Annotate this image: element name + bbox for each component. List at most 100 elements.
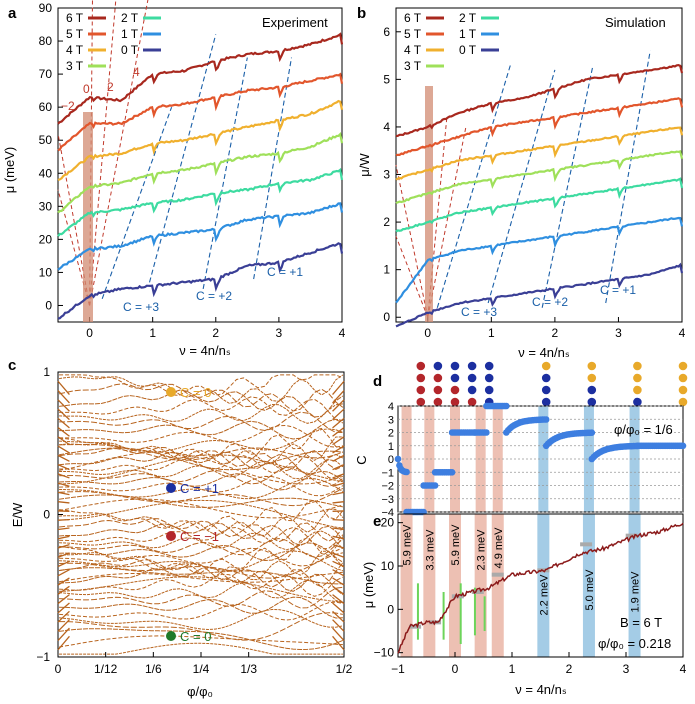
filling-dot (450, 385, 460, 395)
y-tick-label: −4 (381, 507, 394, 519)
legend-label: 0 T (121, 43, 139, 57)
band-label-c-2: C = −1 (180, 529, 219, 544)
spectrum-edge (332, 491, 345, 496)
y-tick-label: −2 (381, 481, 394, 493)
spectrum-line (59, 499, 344, 531)
spectrum-line (59, 571, 343, 583)
chern-dashed-line (253, 57, 293, 280)
gap-label: 5.9 meV (450, 524, 462, 566)
spectrum-edge (57, 482, 70, 487)
x-tick-label: 1/2 (336, 662, 353, 676)
spectrum-edge (332, 544, 345, 549)
fan-line (89, 0, 93, 306)
fan-label-a-1: 0 (83, 82, 90, 96)
y-tick-label: 4 (388, 401, 394, 413)
spectrum-edge (57, 473, 70, 479)
legend-label: 2 T (459, 11, 477, 25)
spectrum-edge (332, 482, 345, 487)
gap-shade (475, 406, 486, 512)
spectrum-line (59, 608, 343, 631)
x-tick-label: 2 (212, 326, 219, 340)
curve-3t (57, 132, 344, 214)
spectrum-line (59, 424, 343, 448)
spectrum-edge (57, 518, 70, 521)
legend-b: 6 T 2 T 5 T 1 T 4 T 0 T 3 T (404, 11, 499, 73)
curve-4t (395, 126, 684, 181)
spectrum-edge (332, 464, 345, 471)
spectrum-edge (332, 518, 345, 521)
y-tick-label: 6 (383, 25, 390, 39)
y-tick-label: 50 (39, 133, 53, 147)
gap-shade (449, 514, 461, 657)
spectrum-line (59, 508, 344, 537)
curve-4t (57, 99, 344, 181)
y-ticks-e: −10 0 10 20 (374, 516, 403, 660)
y-tick-label: 80 (39, 34, 53, 48)
filling-dot (587, 361, 597, 371)
y-ticks-c: 1 0 −1 (36, 365, 63, 664)
y-tick-label: 3 (383, 168, 390, 182)
filling-dot (633, 385, 642, 395)
spectrum-edge (332, 436, 345, 446)
chern-label-b-2: C = +1 (600, 283, 636, 297)
spectrum-line (59, 374, 344, 396)
y-axis-label-a: μ (meV) (2, 147, 17, 194)
chern-dashed-line (487, 69, 556, 304)
spectrum-edge (332, 635, 345, 651)
spectrum-edge (332, 594, 345, 605)
spectrum-edge (57, 585, 70, 595)
band-label-c-1: C = +1 (180, 481, 219, 496)
spectrum-line (59, 494, 344, 508)
spectrum-edge (57, 417, 70, 429)
chern-point (431, 482, 439, 489)
chern-label-b-1: C = +2 (532, 295, 568, 309)
mu-curve-e (397, 522, 684, 654)
curve-5t (395, 97, 684, 157)
gap-shade (537, 514, 550, 657)
filling-dot (541, 373, 551, 383)
filling-dot (450, 361, 460, 371)
curve-6t (395, 63, 684, 138)
y-tick-label: 0 (45, 298, 52, 312)
x-tick-label: 0 (424, 326, 431, 340)
spectrum-line (59, 628, 344, 651)
x-tick-label: 3 (623, 662, 630, 676)
spectrum-edge (57, 436, 70, 446)
filling-dot (416, 397, 426, 407)
spectrum-line (59, 517, 344, 543)
hofstadter-spectrum (57, 374, 345, 655)
gap-shade (628, 514, 641, 657)
fan-lines-b (395, 117, 467, 318)
panel-c: c 10−1 0 1/12 1/6 1/4 1/3 1/2 E/W φ/φ₀ C = 0 … (8, 357, 353, 699)
spectrum-edge (332, 417, 345, 429)
spectrum-edge (332, 610, 345, 623)
chern-point (448, 469, 456, 476)
curve-6t (57, 32, 344, 125)
chern-dashed-line (148, 34, 217, 283)
spectrum-edge (57, 408, 70, 421)
gap-shades-e (400, 514, 641, 657)
spectrum-edge (57, 610, 70, 623)
spectrum-edge (332, 408, 345, 421)
field-label-e: B = 6 T (620, 615, 662, 630)
curve-0t (395, 262, 684, 328)
spectrum-line (59, 443, 344, 461)
y-axis-label-c: E/W (10, 502, 25, 527)
filling-dot (416, 385, 426, 395)
chern-point (403, 468, 410, 476)
chern-label-a-2: C = +1 (267, 265, 303, 279)
filling-dot (484, 373, 494, 383)
x-tick-label: 1 (488, 326, 495, 340)
spectrum-edge (332, 473, 345, 479)
x-tick-label: 2 (552, 326, 559, 340)
legend-label: 5 T (404, 27, 422, 41)
filling-dot (587, 397, 597, 407)
spectrum-edge (332, 454, 345, 462)
spectrum-line (59, 374, 344, 404)
gap-shade (492, 406, 503, 512)
curve-5t (57, 72, 344, 152)
panel-tag-b: Simulation (605, 15, 666, 30)
